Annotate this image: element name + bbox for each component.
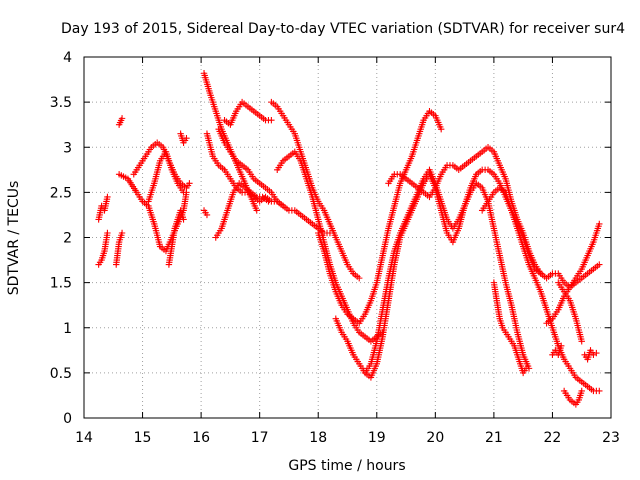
y-tick-label: 3 — [63, 140, 72, 156]
y-tick-label: 1 — [63, 321, 72, 337]
series-trace-p — [268, 98, 363, 282]
x-tick-label: 21 — [485, 430, 503, 446]
x-axis-label: GPS time / hours — [288, 458, 405, 474]
y-tick-label: 2 — [63, 231, 72, 247]
data-point — [596, 220, 603, 228]
series-trace-k — [200, 207, 211, 219]
series-trace-m — [212, 180, 272, 241]
series-trace-q — [274, 148, 386, 345]
data-point — [578, 387, 585, 395]
grid — [84, 57, 611, 418]
data-point — [180, 189, 187, 196]
data-point — [203, 211, 211, 219]
data-point — [180, 216, 187, 223]
series-trace-w — [490, 279, 530, 377]
data-point — [104, 229, 111, 237]
y-tick-label: 4 — [63, 50, 72, 66]
data-point — [183, 135, 190, 142]
series-trace-aa — [560, 387, 585, 408]
data-point — [596, 261, 603, 268]
series-trace-t — [361, 166, 544, 377]
series-trace-d — [115, 115, 126, 128]
x-tick-label: 22 — [544, 430, 562, 446]
data-point — [268, 116, 275, 124]
series-trace-o — [221, 98, 275, 128]
data-point — [265, 198, 272, 205]
data-point — [279, 202, 287, 210]
x-tick-label: 14 — [75, 430, 93, 446]
y-axis-label: SDTVAR / TECUs — [6, 181, 22, 296]
y-tick-label: 1.5 — [50, 276, 72, 292]
series-trace-a — [95, 193, 111, 223]
axis-ticks — [83, 56, 612, 419]
chart-title: Day 193 of 2015, Sidereal Day-to-day VTE… — [61, 21, 625, 37]
series-trace-c — [113, 229, 126, 268]
data-point — [522, 365, 530, 372]
series-trace-n — [215, 126, 287, 210]
series-trace-ab — [581, 347, 600, 363]
series-trace-s — [332, 171, 533, 381]
data-point — [558, 342, 565, 349]
series-trace-r — [315, 107, 445, 327]
series-trace-h — [165, 207, 187, 268]
data-point — [118, 115, 126, 122]
x-tick-label: 23 — [602, 430, 620, 446]
x-tick-label: 20 — [426, 430, 444, 446]
data-point — [186, 180, 193, 187]
y-tick-label: 2.5 — [50, 185, 72, 201]
data-point — [593, 349, 600, 357]
series-trace-y — [549, 342, 565, 359]
y-tick-labels: 0 0.5 1 1.5 2 2.5 3 3.5 4 — [50, 50, 72, 427]
y-tick-label: 0 — [63, 411, 72, 427]
plot-frame — [83, 56, 612, 419]
data-point — [356, 274, 363, 282]
series-trace-b — [95, 229, 111, 268]
data-point — [118, 229, 126, 237]
data-point — [104, 193, 111, 201]
data-points — [95, 70, 603, 408]
series-trace-v — [478, 184, 603, 395]
x-tick-label: 18 — [309, 430, 327, 446]
series-trace-z — [555, 279, 585, 345]
series-trace-g — [145, 148, 187, 205]
x-tick-label: 15 — [134, 430, 152, 446]
data-point — [578, 338, 585, 345]
series-trace-i — [177, 130, 190, 146]
y-tick-label: 0.5 — [50, 366, 72, 382]
series-trace-l — [203, 130, 334, 237]
data-point — [253, 207, 260, 214]
x-tick-label: 16 — [192, 430, 210, 446]
x-tick-label: 19 — [368, 430, 386, 446]
data-point — [437, 126, 445, 133]
y-tick-label: 3.5 — [50, 95, 72, 111]
data-point — [596, 387, 603, 395]
x-tick-label: 17 — [251, 430, 269, 446]
x-tick-labels: 14 15 16 17 18 19 20 21 22 23 — [75, 430, 620, 446]
